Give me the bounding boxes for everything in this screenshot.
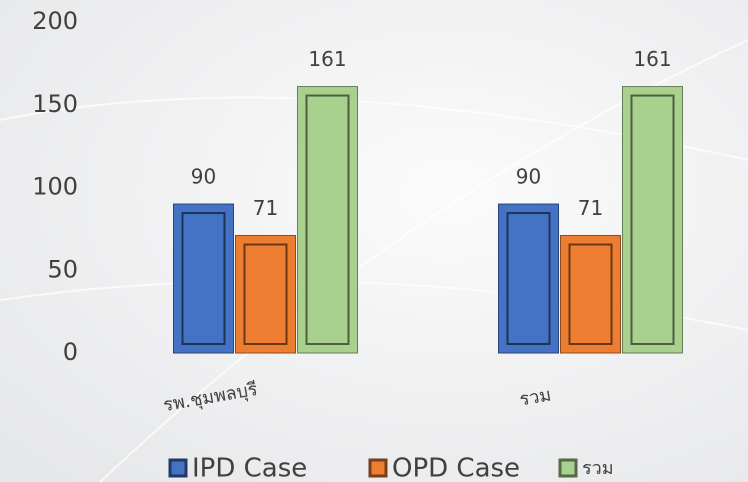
data-label: 161	[633, 47, 671, 71]
bar-bevel	[181, 212, 226, 345]
legend-label: IPD Case	[192, 454, 307, 482]
data-label: 71	[578, 196, 603, 220]
legend-swatch	[168, 458, 188, 478]
bar-bevel	[305, 94, 350, 345]
bar-bevel	[506, 212, 551, 345]
y-tick-label: 0	[63, 338, 78, 366]
y-tick-label: 50	[47, 255, 78, 283]
legend-label: รวม	[582, 458, 614, 479]
legend-swatch	[558, 458, 578, 478]
legend-label: OPD Case	[392, 454, 520, 482]
bar-bevel	[630, 94, 675, 345]
data-label: 90	[516, 165, 541, 189]
legend-swatch	[368, 458, 388, 478]
bar-bevel	[568, 243, 613, 345]
data-label: 161	[308, 47, 346, 71]
y-tick-label: 100	[32, 173, 78, 201]
y-tick-label: 150	[32, 90, 78, 118]
bar-bevel	[243, 243, 288, 345]
y-tick-label: 200	[32, 7, 78, 35]
data-label: 71	[253, 196, 278, 220]
data-label: 90	[191, 165, 216, 189]
